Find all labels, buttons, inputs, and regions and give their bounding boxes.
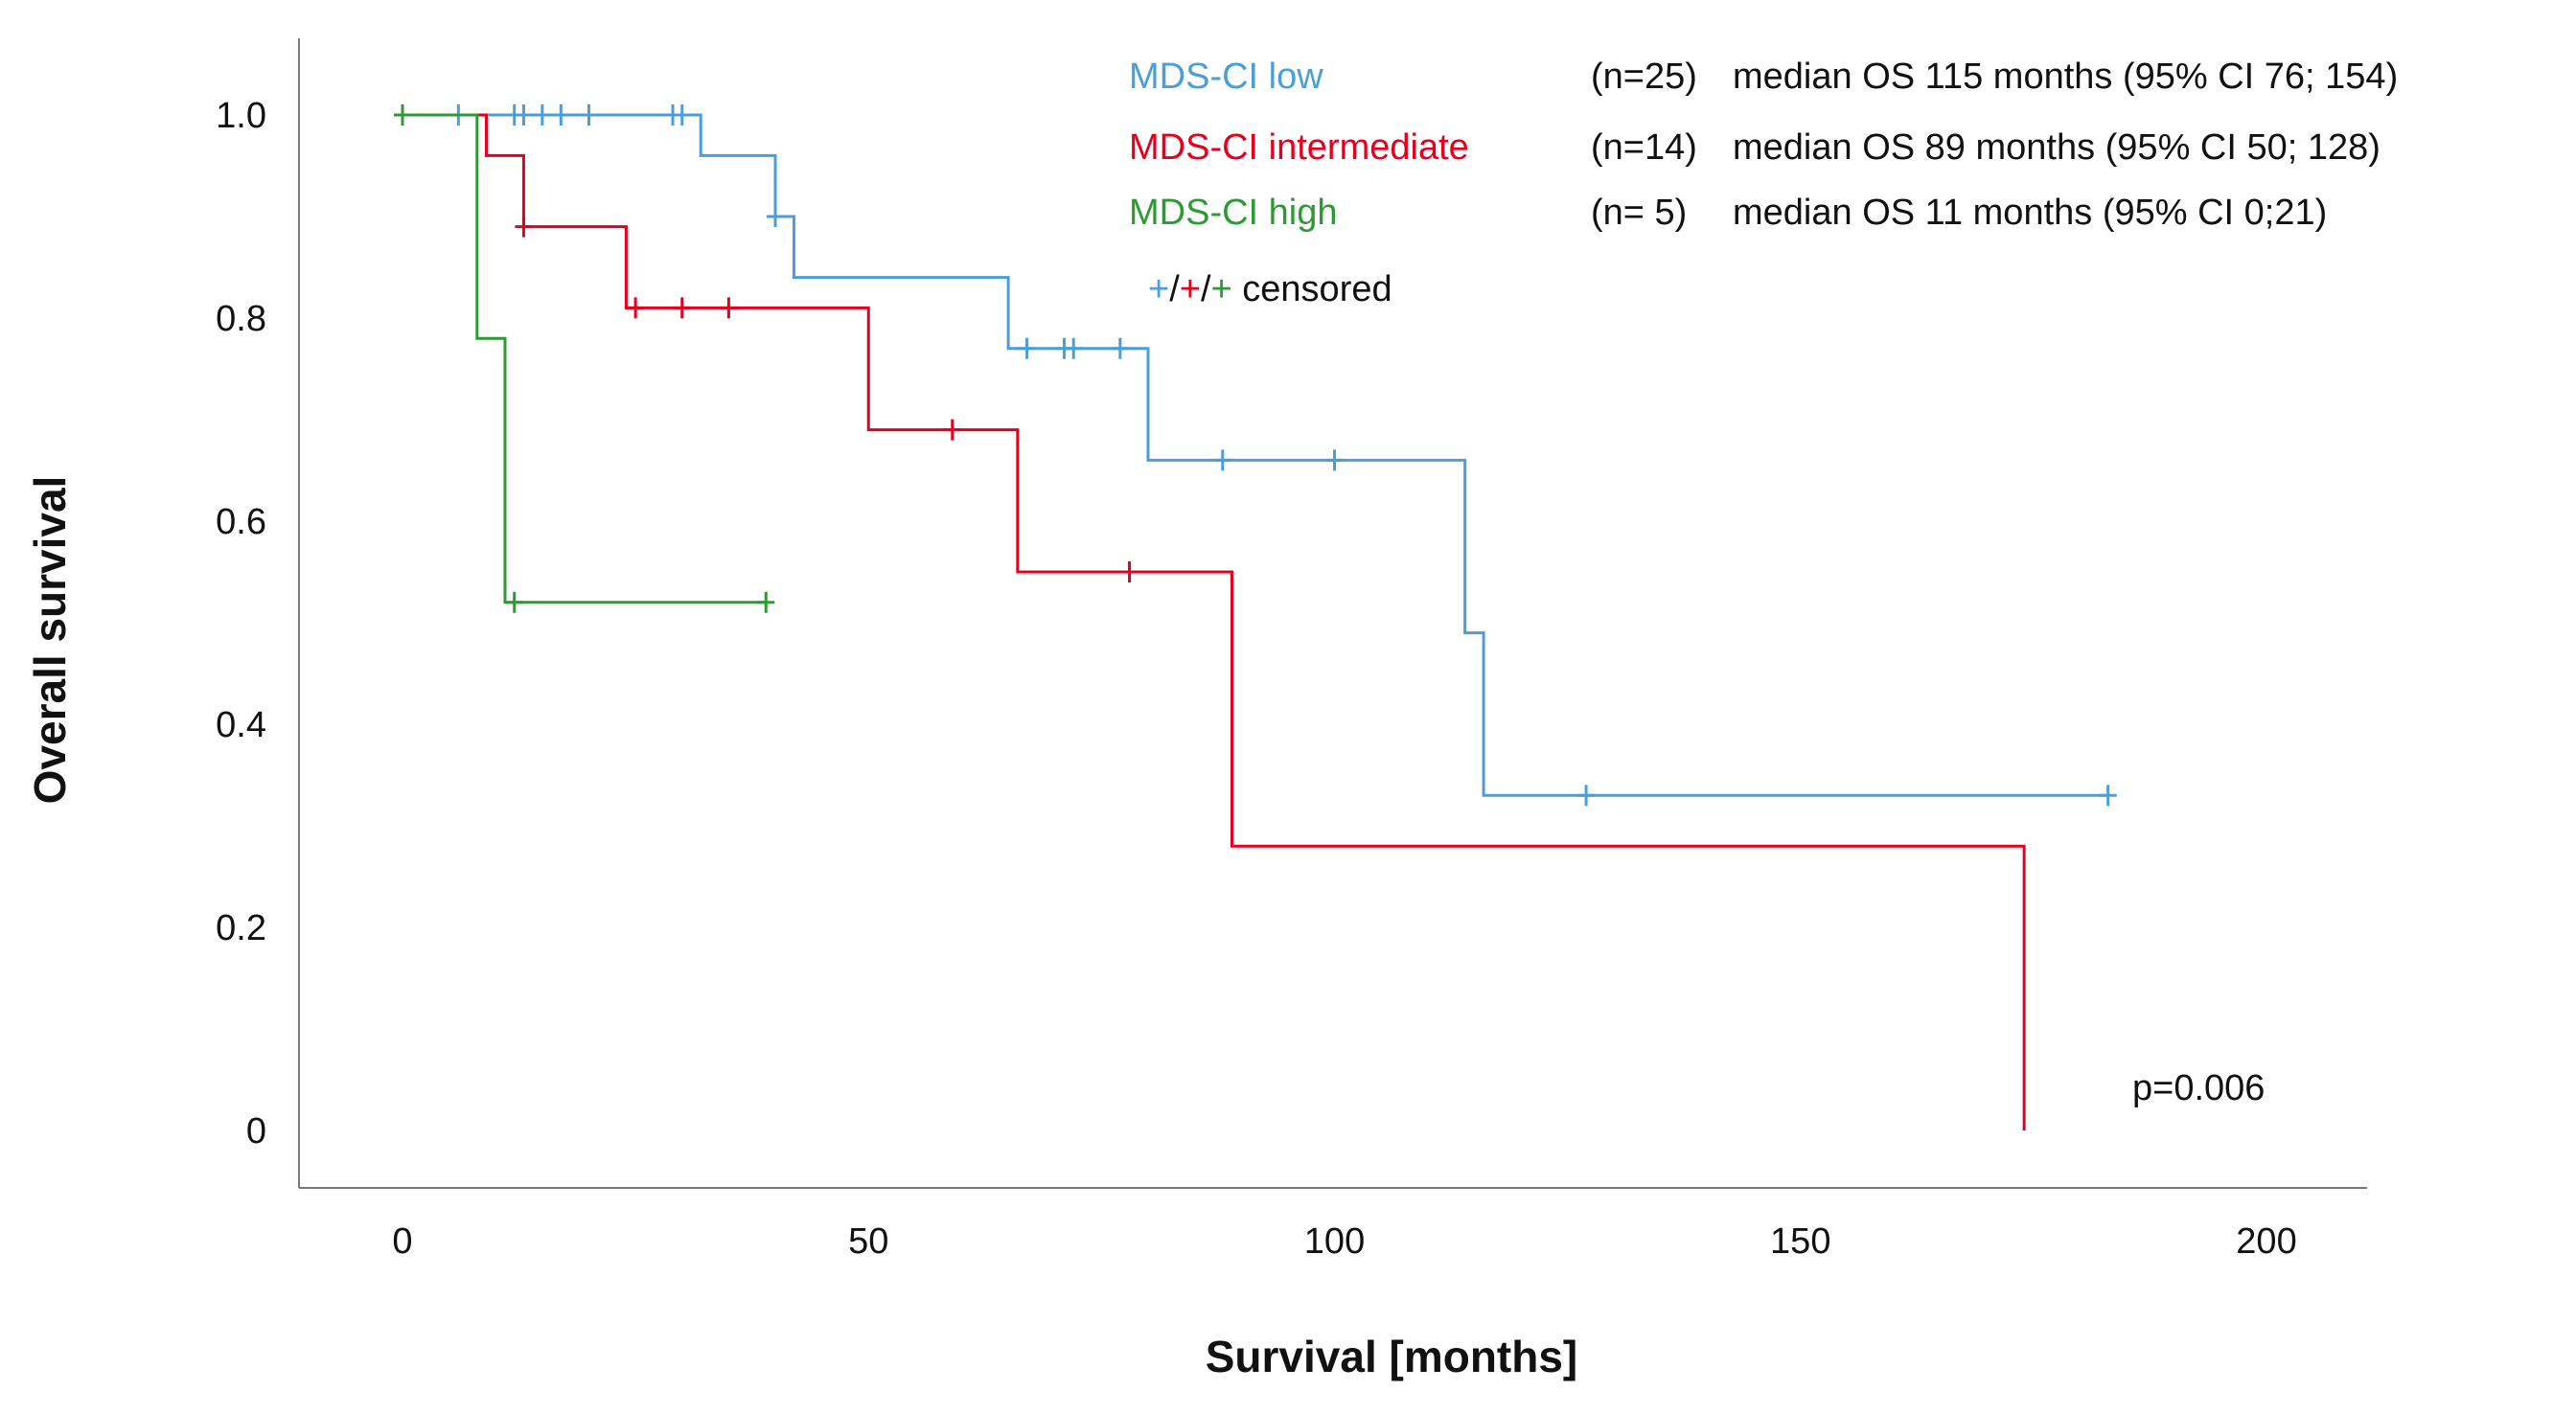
y-tick-label: 0 — [246, 1111, 266, 1152]
survival-curve-intermediate — [402, 113, 2026, 1130]
censor-mark — [1111, 337, 1129, 359]
censor-symbol: + — [1211, 269, 1232, 309]
legend-median-label: median OS 11 months (95% CI 0;21) — [1733, 193, 2327, 233]
censor-mark — [515, 216, 533, 238]
censor-symbol: + — [1180, 269, 1201, 309]
censor-mark — [2099, 785, 2117, 807]
censor-mark — [757, 591, 775, 613]
censor-mark — [943, 419, 961, 441]
y-tick-label: 0.6 — [216, 502, 266, 542]
legend-series-name: MDS-CI high — [1129, 193, 1338, 233]
x-tick-label: 200 — [2236, 1221, 2296, 1262]
x-tick-label: 150 — [1770, 1221, 1830, 1262]
separator: / — [1169, 269, 1180, 309]
censor-mark — [505, 591, 523, 613]
y-tick-label: 0.2 — [216, 908, 266, 948]
legend-series-name: MDS-CI intermediate — [1129, 127, 1469, 168]
survival-curves — [394, 104, 2117, 1130]
axes: 0 0.2 0.4 0.6 0.8 1.0 0 50 100 150 200 Survival [mo… — [25, 38, 2367, 1381]
censor-mark — [1065, 337, 1083, 359]
censor-mark — [394, 104, 411, 125]
legend-n-label: (n=25) — [1591, 57, 1697, 97]
survival-curve-high — [402, 113, 767, 604]
y-tick-label: 0.8 — [216, 299, 266, 339]
survival-curve-low — [402, 113, 2108, 797]
x-tick-label: 0 — [392, 1221, 412, 1262]
censor-mark — [1213, 449, 1231, 471]
censor-mark — [580, 104, 598, 125]
censor-mark — [515, 104, 533, 125]
censor-symbol: + — [1148, 269, 1169, 309]
censor-mark — [627, 297, 645, 319]
censor-mark — [533, 104, 551, 125]
legend-n-label: (n= 5) — [1591, 193, 1687, 233]
y-tick-label: 1.0 — [216, 96, 266, 136]
legend-series-name: MDS-CI low — [1129, 57, 1323, 97]
x-tick-label: 100 — [1304, 1221, 1365, 1262]
x-axis-title: Survival [months] — [1206, 1332, 1578, 1381]
y-axis-title: Overall survival — [25, 476, 75, 805]
censor-mark — [673, 297, 691, 319]
legend-n-label: (n=14) — [1591, 127, 1697, 168]
legend-censored-key: +/+/+ censored — [1148, 269, 1392, 309]
censored-label: censored — [1232, 269, 1392, 309]
x-tick-label: 50 — [848, 1221, 888, 1262]
censor-mark — [767, 206, 784, 227]
legend: MDS-CI low (n=25) median OS 115 months (95… — [1129, 57, 2398, 309]
y-tick-label: 0.4 — [216, 705, 266, 745]
censor-mark — [552, 104, 570, 125]
legend-median-label: median OS 89 months (95% CI 50; 128) — [1733, 127, 2380, 168]
censor-mark — [673, 104, 691, 125]
separator: / — [1201, 269, 1211, 309]
censor-mark — [720, 297, 738, 319]
censor-mark — [1120, 561, 1138, 582]
censor-mark — [1577, 785, 1596, 807]
censor-mark — [1018, 337, 1036, 359]
censor-mark — [1325, 449, 1344, 471]
legend-median-label: median OS 115 months (95% CI 76; 154) — [1733, 57, 2398, 97]
p-value-annotation: p=0.006 — [2132, 1068, 2265, 1108]
